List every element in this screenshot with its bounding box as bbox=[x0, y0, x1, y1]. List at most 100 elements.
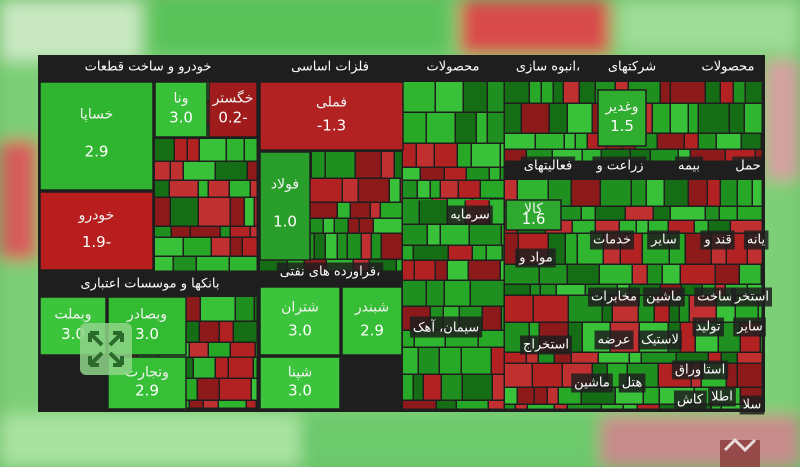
small-tile bbox=[312, 152, 325, 178]
sector-label: فراورده های نفتی، bbox=[280, 265, 381, 280]
small-tile bbox=[631, 150, 650, 161]
small-tile bbox=[671, 82, 705, 103]
small-tile bbox=[679, 150, 690, 161]
small-tile bbox=[734, 82, 745, 103]
sector-label: تولید bbox=[695, 320, 720, 335]
small-tile bbox=[362, 234, 371, 259]
small-tile bbox=[624, 405, 637, 409]
small-tile bbox=[212, 238, 230, 256]
small-tile bbox=[568, 265, 599, 284]
small-tile bbox=[759, 296, 762, 322]
small-tile bbox=[576, 134, 587, 149]
small-tile bbox=[305, 203, 337, 218]
small-tile bbox=[473, 199, 491, 201]
small-tile bbox=[335, 219, 348, 233]
small-tile bbox=[488, 113, 504, 143]
sector-label: سیمان، آهک bbox=[413, 319, 479, 336]
small-tile bbox=[487, 246, 502, 260]
small-tile bbox=[255, 297, 257, 321]
small-tile bbox=[681, 265, 715, 284]
tile-label: شتران bbox=[281, 299, 319, 315]
sector-label-bg bbox=[692, 317, 724, 337]
small-tile bbox=[229, 358, 253, 378]
sector-label-bg bbox=[588, 287, 640, 307]
small-tile bbox=[505, 134, 535, 149]
small-tile bbox=[689, 180, 707, 206]
small-tile bbox=[374, 219, 402, 233]
sector-label: سرمایه bbox=[450, 208, 490, 223]
small-tile bbox=[251, 227, 257, 237]
small-tile bbox=[536, 134, 564, 149]
tile-label: وتجارت bbox=[125, 365, 169, 381]
small-tile bbox=[658, 134, 684, 149]
small-tile bbox=[620, 221, 636, 233]
tile-value: 3.0 bbox=[61, 325, 85, 343]
small-tile bbox=[669, 221, 694, 233]
small-tile bbox=[467, 168, 489, 180]
small-tile bbox=[436, 261, 447, 280]
small-tile bbox=[534, 296, 568, 322]
small-tile bbox=[338, 203, 350, 218]
small-tile bbox=[738, 180, 752, 206]
small-tile bbox=[188, 139, 199, 161]
small-tile bbox=[442, 375, 462, 400]
tile-value: 3.0 bbox=[135, 325, 159, 343]
small-tile bbox=[505, 265, 539, 284]
small-tile bbox=[200, 139, 226, 161]
small-tile bbox=[488, 82, 504, 112]
tile-value: 1.0 bbox=[273, 213, 297, 231]
small-tile bbox=[565, 134, 575, 149]
small-tile bbox=[184, 238, 211, 256]
tile-label: شپنا bbox=[288, 365, 312, 381]
small-tile bbox=[403, 331, 414, 347]
small-tile bbox=[626, 207, 653, 220]
small-tile bbox=[403, 168, 420, 180]
small-tile bbox=[220, 379, 251, 400]
small-tile bbox=[680, 296, 689, 322]
small-tile bbox=[541, 285, 556, 295]
small-tile bbox=[566, 234, 577, 264]
small-tile bbox=[483, 307, 501, 330]
small-tile bbox=[403, 348, 418, 374]
small-tile bbox=[445, 281, 470, 306]
small-tile bbox=[324, 219, 334, 233]
tile bbox=[259, 151, 311, 261]
tile-label: وبملت bbox=[54, 306, 91, 322]
tile bbox=[341, 286, 403, 356]
small-tile bbox=[155, 162, 170, 180]
expand-icon[interactable] bbox=[80, 323, 132, 375]
small-tile bbox=[371, 203, 380, 218]
small-tile bbox=[155, 198, 170, 226]
sector-label: شرکتهای bbox=[608, 60, 656, 75]
small-tile bbox=[427, 281, 444, 306]
small-tile bbox=[440, 348, 461, 374]
small-tile bbox=[738, 364, 762, 387]
sector-label-bg bbox=[743, 230, 769, 250]
tile bbox=[154, 81, 208, 138]
sector-label: خدمات bbox=[593, 233, 631, 248]
small-tile bbox=[518, 388, 534, 404]
small-tile bbox=[709, 221, 730, 233]
small-tile bbox=[501, 168, 504, 180]
small-tile bbox=[661, 82, 670, 103]
small-tile bbox=[381, 203, 402, 218]
tile-value: 3.0 bbox=[288, 381, 312, 399]
small-tile bbox=[236, 297, 254, 321]
small-tile bbox=[403, 281, 426, 306]
small-tile bbox=[761, 323, 762, 352]
sector-label-bg bbox=[673, 390, 707, 410]
small-tile bbox=[502, 307, 504, 330]
small-tile bbox=[649, 221, 668, 233]
small-tile bbox=[596, 221, 619, 233]
small-tile bbox=[403, 181, 417, 198]
small-tile bbox=[527, 150, 552, 161]
tile bbox=[505, 199, 562, 231]
small-tile bbox=[190, 401, 203, 408]
small-tile bbox=[227, 139, 244, 161]
small-tile bbox=[490, 200, 504, 224]
sector-label: استخراج bbox=[523, 338, 569, 353]
small-tile bbox=[199, 181, 208, 197]
small-tile bbox=[682, 285, 702, 295]
small-tile bbox=[727, 364, 737, 387]
